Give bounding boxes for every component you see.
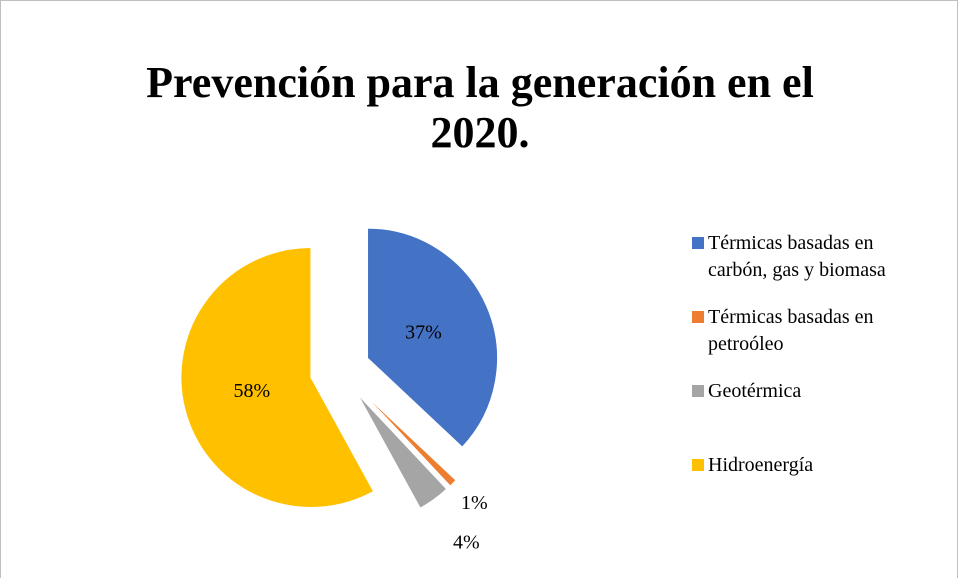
legend-item: Geotérmica [692,378,922,432]
data-label: 4% [453,532,480,554]
data-label: 1% [461,492,488,514]
pie-slice [180,246,375,508]
chart-title: Prevención para la generación en el 2020… [146,58,814,157]
pie-slice [357,393,448,509]
legend: Térmicas basadas en carbón, gas y biomas… [692,230,922,526]
legend-item: Térmicas basadas en carbón, gas y biomas… [692,230,922,284]
legend-label: Térmicas basadas en carbón, gas y biomas… [708,232,886,281]
legend-swatch [692,311,704,323]
data-label: 58% [234,380,271,402]
legend-label: Térmicas basadas en petroóleo [708,306,874,355]
legend-swatch [692,459,704,471]
pie-slice [360,390,457,487]
legend-item: Térmicas basadas en petroóleo [692,304,922,358]
legend-label: Geotérmica [708,380,802,402]
legend-swatch [692,237,704,249]
legend-item: Hidroenergía [692,452,922,506]
legend-label: Hidroenergía [708,454,814,476]
pie-slice [367,227,498,448]
data-label: 37% [405,321,442,343]
legend-swatch [692,385,704,397]
